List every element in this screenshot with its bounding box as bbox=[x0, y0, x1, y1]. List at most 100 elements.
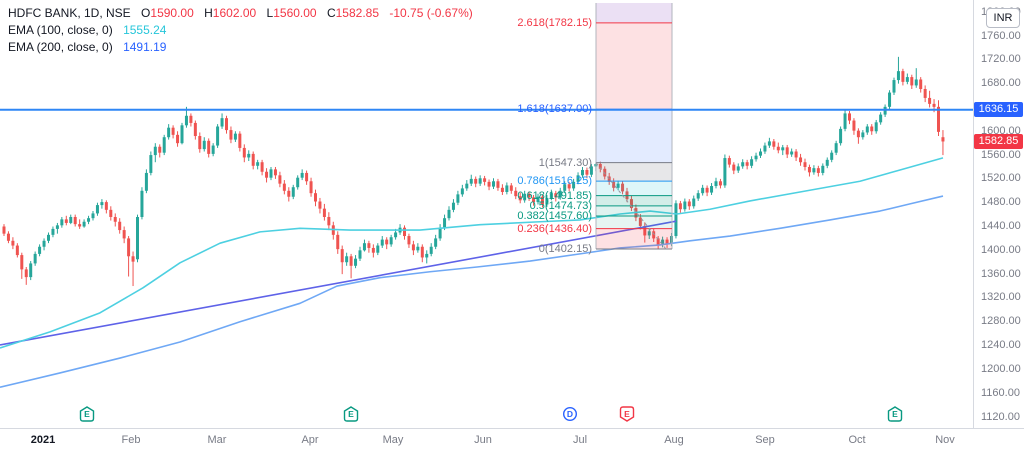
candle-body bbox=[180, 125, 184, 144]
legend-ema100-row[interactable]: EMA (100, close, 0) 1555.24 bbox=[8, 22, 473, 38]
candle-body bbox=[305, 172, 309, 182]
candle-body bbox=[403, 227, 406, 237]
candle-body bbox=[420, 246, 424, 258]
candle-body bbox=[233, 133, 237, 140]
candle-body bbox=[416, 246, 420, 251]
candle-body bbox=[683, 201, 687, 210]
candle-body bbox=[483, 178, 487, 182]
ema100-line[interactable] bbox=[0, 157, 944, 349]
fib-band bbox=[596, 181, 672, 196]
ema100-label[interactable]: EMA (100, close, 0) bbox=[8, 23, 113, 37]
candle-body bbox=[914, 79, 918, 86]
candle-body bbox=[162, 137, 166, 153]
trendline[interactable] bbox=[0, 220, 677, 346]
candle-body bbox=[314, 193, 317, 202]
candle-body bbox=[229, 130, 233, 140]
candle-body bbox=[727, 158, 731, 165]
candle-body bbox=[345, 256, 349, 263]
candle-body bbox=[411, 244, 415, 251]
candles-series bbox=[2, 56, 945, 287]
candle-body bbox=[247, 153, 251, 158]
candle-body bbox=[322, 208, 326, 217]
candle-body bbox=[282, 183, 286, 191]
candle-body bbox=[131, 256, 135, 262]
candle-body bbox=[692, 198, 696, 207]
candle-body bbox=[745, 162, 749, 166]
candle-body bbox=[55, 225, 59, 229]
candle-body bbox=[785, 147, 789, 155]
candle-body bbox=[127, 238, 131, 257]
candle-body bbox=[567, 184, 571, 189]
candle-body bbox=[269, 169, 273, 178]
price-tick-label: 1360.00 bbox=[981, 267, 1021, 280]
candle-body bbox=[665, 239, 669, 244]
candle-body bbox=[24, 269, 28, 278]
candle-body bbox=[848, 113, 851, 121]
ohlc-open-label: O bbox=[141, 6, 151, 20]
candle-body bbox=[340, 249, 344, 263]
ohlc-high-value: 1602.00 bbox=[212, 6, 257, 20]
candle-body bbox=[741, 162, 745, 167]
candle-body bbox=[47, 234, 50, 241]
price-tick-label: 1320.00 bbox=[981, 291, 1021, 304]
candle-body bbox=[2, 226, 6, 234]
candle-body bbox=[794, 151, 798, 158]
earnings-icon[interactable]: E bbox=[79, 406, 95, 427]
candle-body bbox=[171, 127, 175, 135]
candle-body bbox=[536, 196, 540, 203]
chart-legend[interactable]: HDFC BANK, 1D, NSE O1590.00 H1602.00 L15… bbox=[8, 5, 473, 56]
candle-body bbox=[723, 158, 727, 186]
earnings-icon[interactable]: E bbox=[619, 406, 635, 427]
candle-body bbox=[278, 175, 282, 184]
candle-body bbox=[754, 155, 758, 160]
ema200-label[interactable]: EMA (200, close, 0) bbox=[8, 40, 113, 54]
time-tick-label: May bbox=[382, 434, 404, 446]
ema100-value: 1555.24 bbox=[123, 23, 167, 37]
ema200-line[interactable] bbox=[0, 195, 944, 389]
candle-body bbox=[198, 136, 202, 150]
candle-body bbox=[78, 224, 82, 227]
currency-toggle-button[interactable]: INR bbox=[986, 8, 1020, 28]
candle-body bbox=[193, 122, 197, 137]
candle-body bbox=[576, 175, 580, 182]
candle-body bbox=[821, 165, 825, 173]
candle-body bbox=[385, 239, 389, 245]
candle-body bbox=[291, 187, 295, 197]
candle-body bbox=[51, 228, 55, 235]
time-tick-label: Feb bbox=[121, 434, 141, 446]
candle-body bbox=[460, 188, 464, 195]
legend-ema200-row[interactable]: EMA (200, close, 0) 1491.19 bbox=[8, 39, 473, 55]
candle-body bbox=[607, 176, 611, 182]
candle-body bbox=[581, 169, 584, 176]
candle-body bbox=[336, 234, 340, 250]
candle-body bbox=[928, 97, 932, 104]
symbol-title[interactable]: HDFC BANK, 1D, NSE bbox=[8, 6, 131, 20]
candle-body bbox=[113, 216, 117, 222]
earnings-icon[interactable]: E bbox=[343, 406, 359, 427]
earnings-icon[interactable]: E bbox=[887, 406, 903, 427]
price-tick-label: 1400.00 bbox=[981, 243, 1021, 256]
fib-level-label: 1(1547.30) bbox=[538, 156, 592, 169]
candle-body bbox=[523, 193, 527, 201]
time-tick-label: Apr bbox=[301, 434, 319, 446]
candle-body bbox=[438, 227, 442, 239]
fib-band bbox=[596, 195, 672, 206]
candle-body bbox=[910, 77, 914, 86]
candle-body bbox=[518, 196, 522, 201]
fib-level-label: 0(1402.15) bbox=[538, 243, 592, 256]
candle-body bbox=[362, 243, 366, 251]
candle-body bbox=[674, 203, 678, 237]
legend-symbol-row[interactable]: HDFC BANK, 1D, NSE O1590.00 H1602.00 L15… bbox=[8, 5, 473, 21]
fib-band bbox=[596, 205, 672, 217]
time-tick-label: Mar bbox=[207, 434, 227, 446]
candlestick-chart-canvas[interactable] bbox=[0, 0, 973, 428]
candle-body bbox=[661, 239, 665, 245]
candle-body bbox=[389, 237, 393, 245]
dividend-icon[interactable]: D bbox=[562, 406, 578, 427]
candle-body bbox=[825, 159, 829, 166]
candle-body bbox=[64, 219, 68, 223]
candle-body bbox=[767, 141, 771, 146]
fib-band bbox=[596, 22, 672, 110]
candle-body bbox=[532, 197, 536, 203]
